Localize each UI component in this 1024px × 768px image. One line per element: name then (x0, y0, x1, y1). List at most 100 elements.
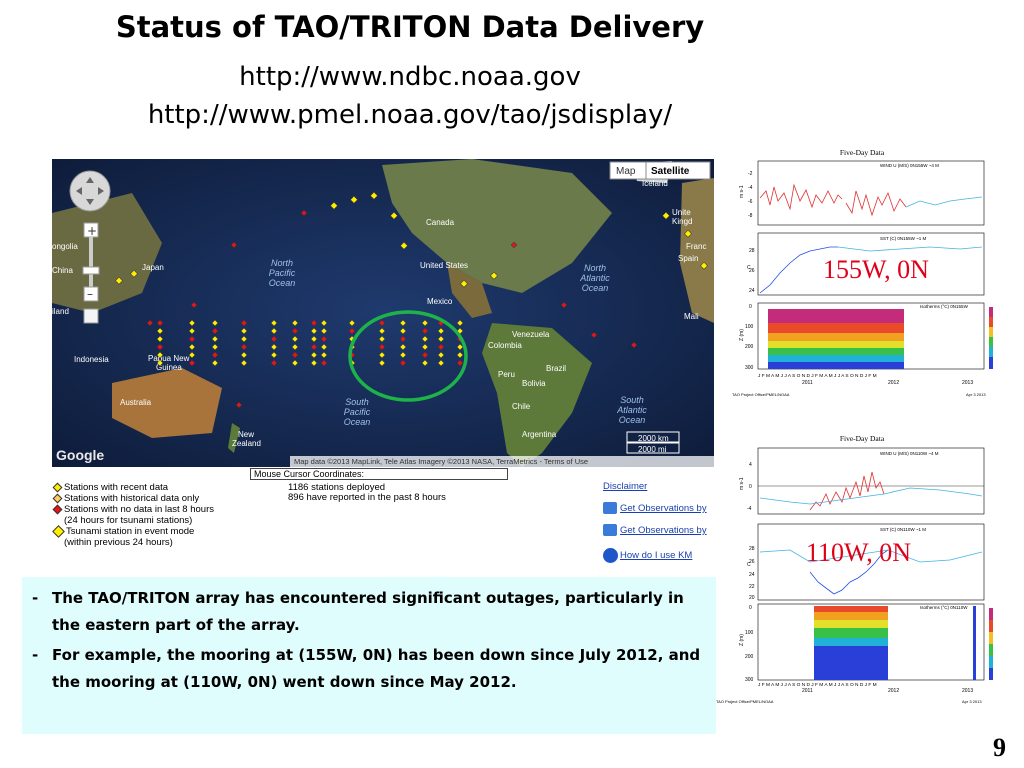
station-marker[interactable] (291, 359, 299, 367)
map-canvas[interactable]: Map Satellite + – Iceland Canada United … (52, 153, 714, 467)
station-marker[interactable] (510, 241, 518, 249)
station-marker[interactable] (270, 343, 278, 351)
station-marker[interactable] (188, 335, 196, 343)
station-marker[interactable] (230, 241, 238, 249)
station-marker[interactable] (291, 343, 299, 351)
station-marker[interactable] (291, 335, 299, 343)
station-marker[interactable] (421, 351, 429, 359)
station-marker[interactable] (421, 319, 429, 327)
station-marker[interactable] (399, 359, 407, 367)
station-marker[interactable] (310, 351, 318, 359)
help-icon[interactable] (603, 548, 618, 563)
station-marker[interactable] (156, 343, 164, 351)
station-marker[interactable] (350, 195, 358, 204)
station-marker[interactable] (240, 359, 248, 367)
station-marker[interactable] (378, 343, 386, 351)
station-marker[interactable] (700, 261, 708, 270)
station-marker[interactable] (330, 201, 338, 210)
station-marker[interactable] (378, 351, 386, 359)
station-marker[interactable] (240, 351, 248, 359)
zoom-slider-handle[interactable] (82, 266, 100, 275)
station-marker[interactable] (320, 343, 328, 351)
station-marker[interactable] (456, 359, 464, 367)
station-marker[interactable] (560, 301, 568, 309)
station-marker[interactable] (437, 359, 445, 367)
station-marker[interactable] (310, 335, 318, 343)
station-marker[interactable] (456, 343, 464, 351)
station-marker[interactable] (320, 327, 328, 335)
station-marker[interactable] (291, 327, 299, 335)
station-marker[interactable] (156, 327, 164, 335)
satellite-button[interactable]: Satellite (651, 166, 690, 177)
station-markers[interactable] (115, 191, 708, 409)
google-logo[interactable]: Google (56, 447, 104, 463)
station-marker[interactable] (291, 319, 299, 327)
station-marker[interactable] (348, 327, 356, 335)
station-marker[interactable] (211, 327, 219, 335)
station-marker[interactable] (421, 335, 429, 343)
station-marker[interactable] (684, 229, 692, 238)
station-marker[interactable] (437, 351, 445, 359)
pan-control[interactable] (69, 170, 111, 212)
station-marker[interactable] (156, 335, 164, 343)
station-marker[interactable] (320, 335, 328, 343)
station-marker[interactable] (240, 343, 248, 351)
get-observations-link-1[interactable]: Get Observations by (620, 503, 707, 514)
disclaimer-link[interactable]: Disclaimer (603, 481, 648, 492)
zoom-out-button[interactable] (83, 286, 99, 302)
station-marker[interactable] (211, 351, 219, 359)
station-marker[interactable] (421, 327, 429, 335)
station-marker[interactable] (156, 319, 164, 327)
station-marker[interactable] (188, 359, 196, 367)
station-map[interactable]: Map Satellite + – Iceland Canada United … (52, 153, 714, 467)
station-marker[interactable] (662, 211, 670, 220)
station-marker[interactable] (437, 335, 445, 343)
kml-icon[interactable] (603, 502, 617, 514)
station-marker[interactable] (115, 276, 123, 285)
station-marker[interactable] (240, 319, 248, 327)
station-marker[interactable] (188, 351, 196, 359)
station-marker[interactable] (399, 335, 407, 343)
station-marker[interactable] (146, 319, 154, 327)
station-marker[interactable] (240, 335, 248, 343)
station-marker[interactable] (378, 319, 386, 327)
station-marker[interactable] (270, 335, 278, 343)
station-marker[interactable] (421, 359, 429, 367)
station-marker[interactable] (437, 327, 445, 335)
station-marker[interactable] (437, 343, 445, 351)
station-marker[interactable] (378, 327, 386, 335)
station-marker[interactable] (400, 241, 408, 250)
station-marker[interactable] (456, 351, 464, 359)
station-marker[interactable] (310, 343, 318, 351)
map-attribution[interactable]: Map data ©2013 MapLink, Tele Atlas Image… (294, 457, 588, 466)
station-marker[interactable] (490, 271, 498, 280)
station-marker[interactable] (399, 319, 407, 327)
station-marker[interactable] (310, 359, 318, 367)
pmel-url[interactable]: http://www.pmel.noaa.gov/tao/jsdisplay/ (147, 100, 673, 130)
station-marker[interactable] (320, 359, 328, 367)
zoom-in-icon[interactable]: + (87, 224, 97, 238)
station-marker[interactable] (240, 327, 248, 335)
station-marker[interactable] (378, 359, 386, 367)
station-marker[interactable] (421, 343, 429, 351)
pan-arrows-icon[interactable] (76, 177, 104, 205)
zoom-box-button[interactable] (83, 308, 99, 324)
station-marker[interactable] (270, 327, 278, 335)
station-marker[interactable] (188, 343, 196, 351)
station-marker[interactable] (320, 351, 328, 359)
station-marker[interactable] (235, 401, 243, 409)
station-marker[interactable] (456, 319, 464, 327)
station-marker[interactable] (188, 319, 196, 327)
get-observations-link-2[interactable]: Get Observations by (620, 525, 707, 536)
station-marker[interactable] (399, 351, 407, 359)
station-marker[interactable] (130, 269, 138, 278)
station-marker[interactable] (378, 335, 386, 343)
station-marker[interactable] (156, 351, 164, 359)
station-marker[interactable] (188, 327, 196, 335)
help-link[interactable]: How do I use KM (620, 550, 693, 561)
station-marker[interactable] (399, 343, 407, 351)
station-marker[interactable] (270, 359, 278, 367)
station-marker[interactable] (310, 327, 318, 335)
station-marker[interactable] (291, 351, 299, 359)
zoom-out-icon[interactable]: – (87, 287, 93, 301)
